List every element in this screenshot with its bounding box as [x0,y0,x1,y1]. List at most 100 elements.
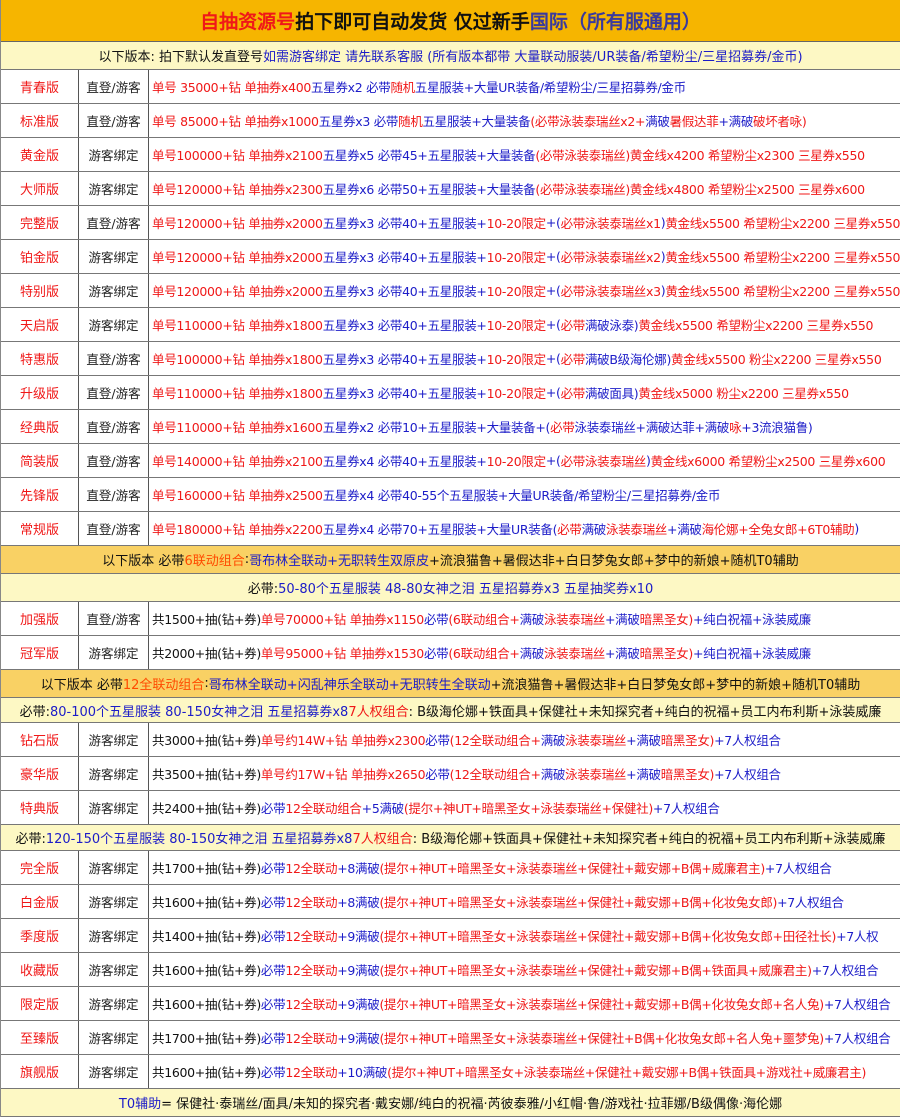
edition-description: 单号180000+钻 单抽券x2200 五星券x4 必带70+五星服装+大量UR… [149,512,900,545]
text-segment: 共1600+抽(钻+券) [152,963,261,978]
text-segment: 12全联动 [285,895,338,910]
account-type: 游客绑定 [79,138,149,171]
account-type: 直登/游客 [79,444,149,477]
text-segment: 必带泳装泰瑞丝x3 [560,284,661,299]
edition-description: 共1600+抽(钻+券) 必带 12全联动 +8满破 (提尔+神UT+暗黑圣女+泳装… [149,885,900,918]
edition-name: 白金版 [1,885,79,918]
edition-description: 单号100000+钻 单抽券x2100 五星券x5 必带45+五星服装+大量装备… [149,138,900,171]
section-banner: T0辅助 = 保健社·泰瑞丝/面具/未知的探究者·戴安娜/纯白的祝福·芮彼泰雅/… [1,1089,900,1117]
text-segment: 必带泳装泰瑞丝 [560,454,647,469]
text-segment: 黄金线x5500 粉尘x2200 三星券x550 [671,352,882,367]
text-segment: 满破 [519,646,545,661]
account-type: 直登/游客 [79,602,149,635]
account-type: 游客绑定 [79,757,149,790]
text-segment: 单号110000+钻 单抽券x1800 [152,318,323,333]
edition-name: 完整版 [1,206,79,239]
text-segment: +7人权组合 [823,997,891,1012]
table-row: 至臻版 游客绑定 共1700+抽(钻+券) 必带 12全联动 +9满破 (提尔+神UT+… [1,1021,900,1055]
text-segment: (提尔+神UT+暗黑圣女+泳装泰瑞丝+保健社+B偶+化妆兔女郎+名人兔+噩梦兔) [379,1031,824,1046]
edition-name: 先锋版 [1,478,79,511]
text-segment: 满破泳泰) [584,318,639,333]
text-segment: 必带 [425,767,450,782]
table-row: 完整版 直登/游客 单号120000+钻 单抽券x2000 五星券x3 必带40+五… [1,206,900,240]
edition-name: 季度版 [1,919,79,952]
text-segment: 120-150个五星服装 80-150女神之泪 五星招募券x8 [45,832,353,847]
text-segment: 单号95000+钻 单抽券x1530 [260,646,424,661]
section-banner: 以下版本 必带 12全联动组合: 哥布林全联动+闪乱神乐全联动+无职转生全联动 +… [1,670,900,698]
text-segment: (提尔+神UT+暗黑圣女+泳装泰瑞丝+保健社+戴安娜+B偶+铁面具+游戏社+威廉… [387,1065,867,1080]
edition-description: 共1600+抽(钻+券) 必带 12全联动 +10满破 (提尔+神UT+暗黑圣女+泳… [149,1055,900,1088]
edition-description: 单号160000+钻 单抽券x2500 五星券x4 必带40-55个五星服装+大… [149,478,900,511]
text-segment: 破坏者咏) [753,114,807,129]
text-segment: (提尔+神UT+暗黑圣女+泳装泰瑞丝+保健社) [403,801,653,816]
text-segment: 单号140000+钻 单抽券x2100 [152,454,323,469]
text-segment: +7人权组合 [777,895,844,910]
edition-name: 加强版 [1,602,79,635]
account-type: 游客绑定 [79,987,149,1020]
text-segment: +7人权组合 [714,767,781,782]
edition-name: 常规版 [1,512,79,545]
text-segment: 必带 [560,318,586,333]
account-type: 直登/游客 [79,342,149,375]
section-banner: 必带: 120-150个五星服装 80-150女神之泪 五星招募券x8 7人权组… [1,825,900,851]
text-segment: 五星券x3 必带 [318,114,399,129]
text-segment: 暗黑圣女) [639,612,694,627]
table-row: 标准版 直登/游客 单号 85000+钻 单抽券x1000 五星券x3 必带 随机 五星… [1,104,900,138]
text-segment: 单号120000+钻 单抽券x2300 [152,182,323,197]
text-segment: 必带 [557,522,582,537]
text-segment: +8满破 [337,895,380,910]
text-segment: 满破 [519,612,545,627]
text-segment: (必带泳装泰瑞丝)黄金线x4800 希望粉尘x2500 三星券x600 [535,182,865,197]
text-segment: 满破 [645,114,670,129]
text-segment: 满破 [540,733,566,748]
text-segment: 必带 [550,420,575,435]
text-segment: 单号 35000+钻 单抽券x400 [152,80,312,95]
edition-description: 单号 85000+钻 单抽券x1000 五星券x3 必带 随机 五星服装+大量装备(… [149,104,900,137]
edition-name: 黄金版 [1,138,79,171]
edition-description: 共1600+抽(钻+券) 必带 12全联动 +9满破 (提尔+神UT+暗黑圣女+泳装… [149,953,900,986]
text-segment: 哥布林全联动+无职转生双原皮 [249,554,430,569]
text-segment: 以下版本 必带 [40,678,123,693]
text-segment: 满破 [540,767,566,782]
text-segment: 黄金线x5500 希望粉尘x2200 三星券x550 [665,216,900,231]
table-row: 钻石版 游客绑定 共3000+抽(钻+券) 单号约14W+钻 单抽券x2300 必带… [1,723,900,757]
text-segment: ) [645,453,651,468]
edition-name: 铂金版 [1,240,79,273]
table-row: 季度版 游客绑定 共1400+抽(钻+券) 必带 12全联动 +9满破 (提尔+神UT+… [1,919,900,953]
text-segment: 泳装泰瑞丝 [543,612,605,627]
text-segment: 满破B级海伦娜) [584,352,672,367]
edition-name: 大师版 [1,172,79,205]
text-segment: 泳装泰瑞丝 [565,733,627,748]
edition-description: 共1500+抽(钻+券) 单号70000+钻 单抽券x1150 必带 (6联动组合… [149,602,900,635]
text-segment: 以下版本: 拍下默认发直登号 [98,50,263,65]
text-segment: 必带: [247,582,279,597]
table-row: 经典版 直登/游客 单号110000+钻 单抽券x1600 五星券x2 必带10+五… [1,410,900,444]
edition-description: 单号100000+钻 单抽券x1800 五星券x3 必带40+五星服装+ 10-2… [149,342,900,375]
account-type: 游客绑定 [79,308,149,341]
edition-name: 钻石版 [1,723,79,756]
edition-description: 单号120000+钻 单抽券x2000 五星券x3 必带40+五星服装+ 10-2… [149,206,900,239]
text-segment: 拍下即可自动发货 仅过新手 [295,11,530,33]
text-segment: 单号100000+钻 单抽券x1800 [152,352,323,367]
account-type: 直登/游客 [79,206,149,239]
text-segment: 必带: [15,832,46,847]
text-segment: 咏 [729,420,742,435]
text-segment: 10-20限定 [486,250,547,265]
account-type: 直登/游客 [79,512,149,545]
text-segment: 共3500+抽(钻+券) [152,767,261,782]
text-segment: +9满破 [337,929,380,944]
edition-name: 收藏版 [1,953,79,986]
account-type: 游客绑定 [79,919,149,952]
text-segment: (提尔+神UT+暗黑圣女+泳装泰瑞丝+保健社+戴安娜+B偶+威廉君主) [379,861,765,876]
text-segment: 五星服装+大量装备 [422,114,531,129]
text-segment: +7人权组合 [714,733,781,748]
account-type: 直登/游客 [79,70,149,103]
table-row: 加强版 直登/游客 共1500+抽(钻+券) 单号70000+钻 单抽券x1150 … [1,602,900,636]
text-segment: (提尔+神UT+暗黑圣女+泳装泰瑞丝+保健社+戴安娜+B偶+化妆兔女郎+名人兔) [379,997,824,1012]
text-segment: 自抽资源号 [200,11,296,33]
edition-description: 共3000+抽(钻+券) 单号约14W+钻 单抽券x2300 必带 (12全联动组… [149,723,900,756]
text-segment: 单号 85000+钻 单抽券x1000 [152,114,319,129]
account-type: 游客绑定 [79,851,149,884]
text-segment: 五星券x3 必带40+五星服装+ [322,318,487,333]
